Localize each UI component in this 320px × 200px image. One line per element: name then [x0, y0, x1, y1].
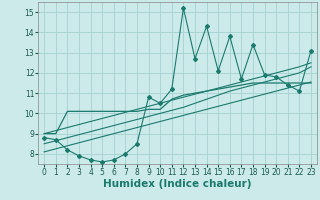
X-axis label: Humidex (Indice chaleur): Humidex (Indice chaleur) — [103, 179, 252, 189]
